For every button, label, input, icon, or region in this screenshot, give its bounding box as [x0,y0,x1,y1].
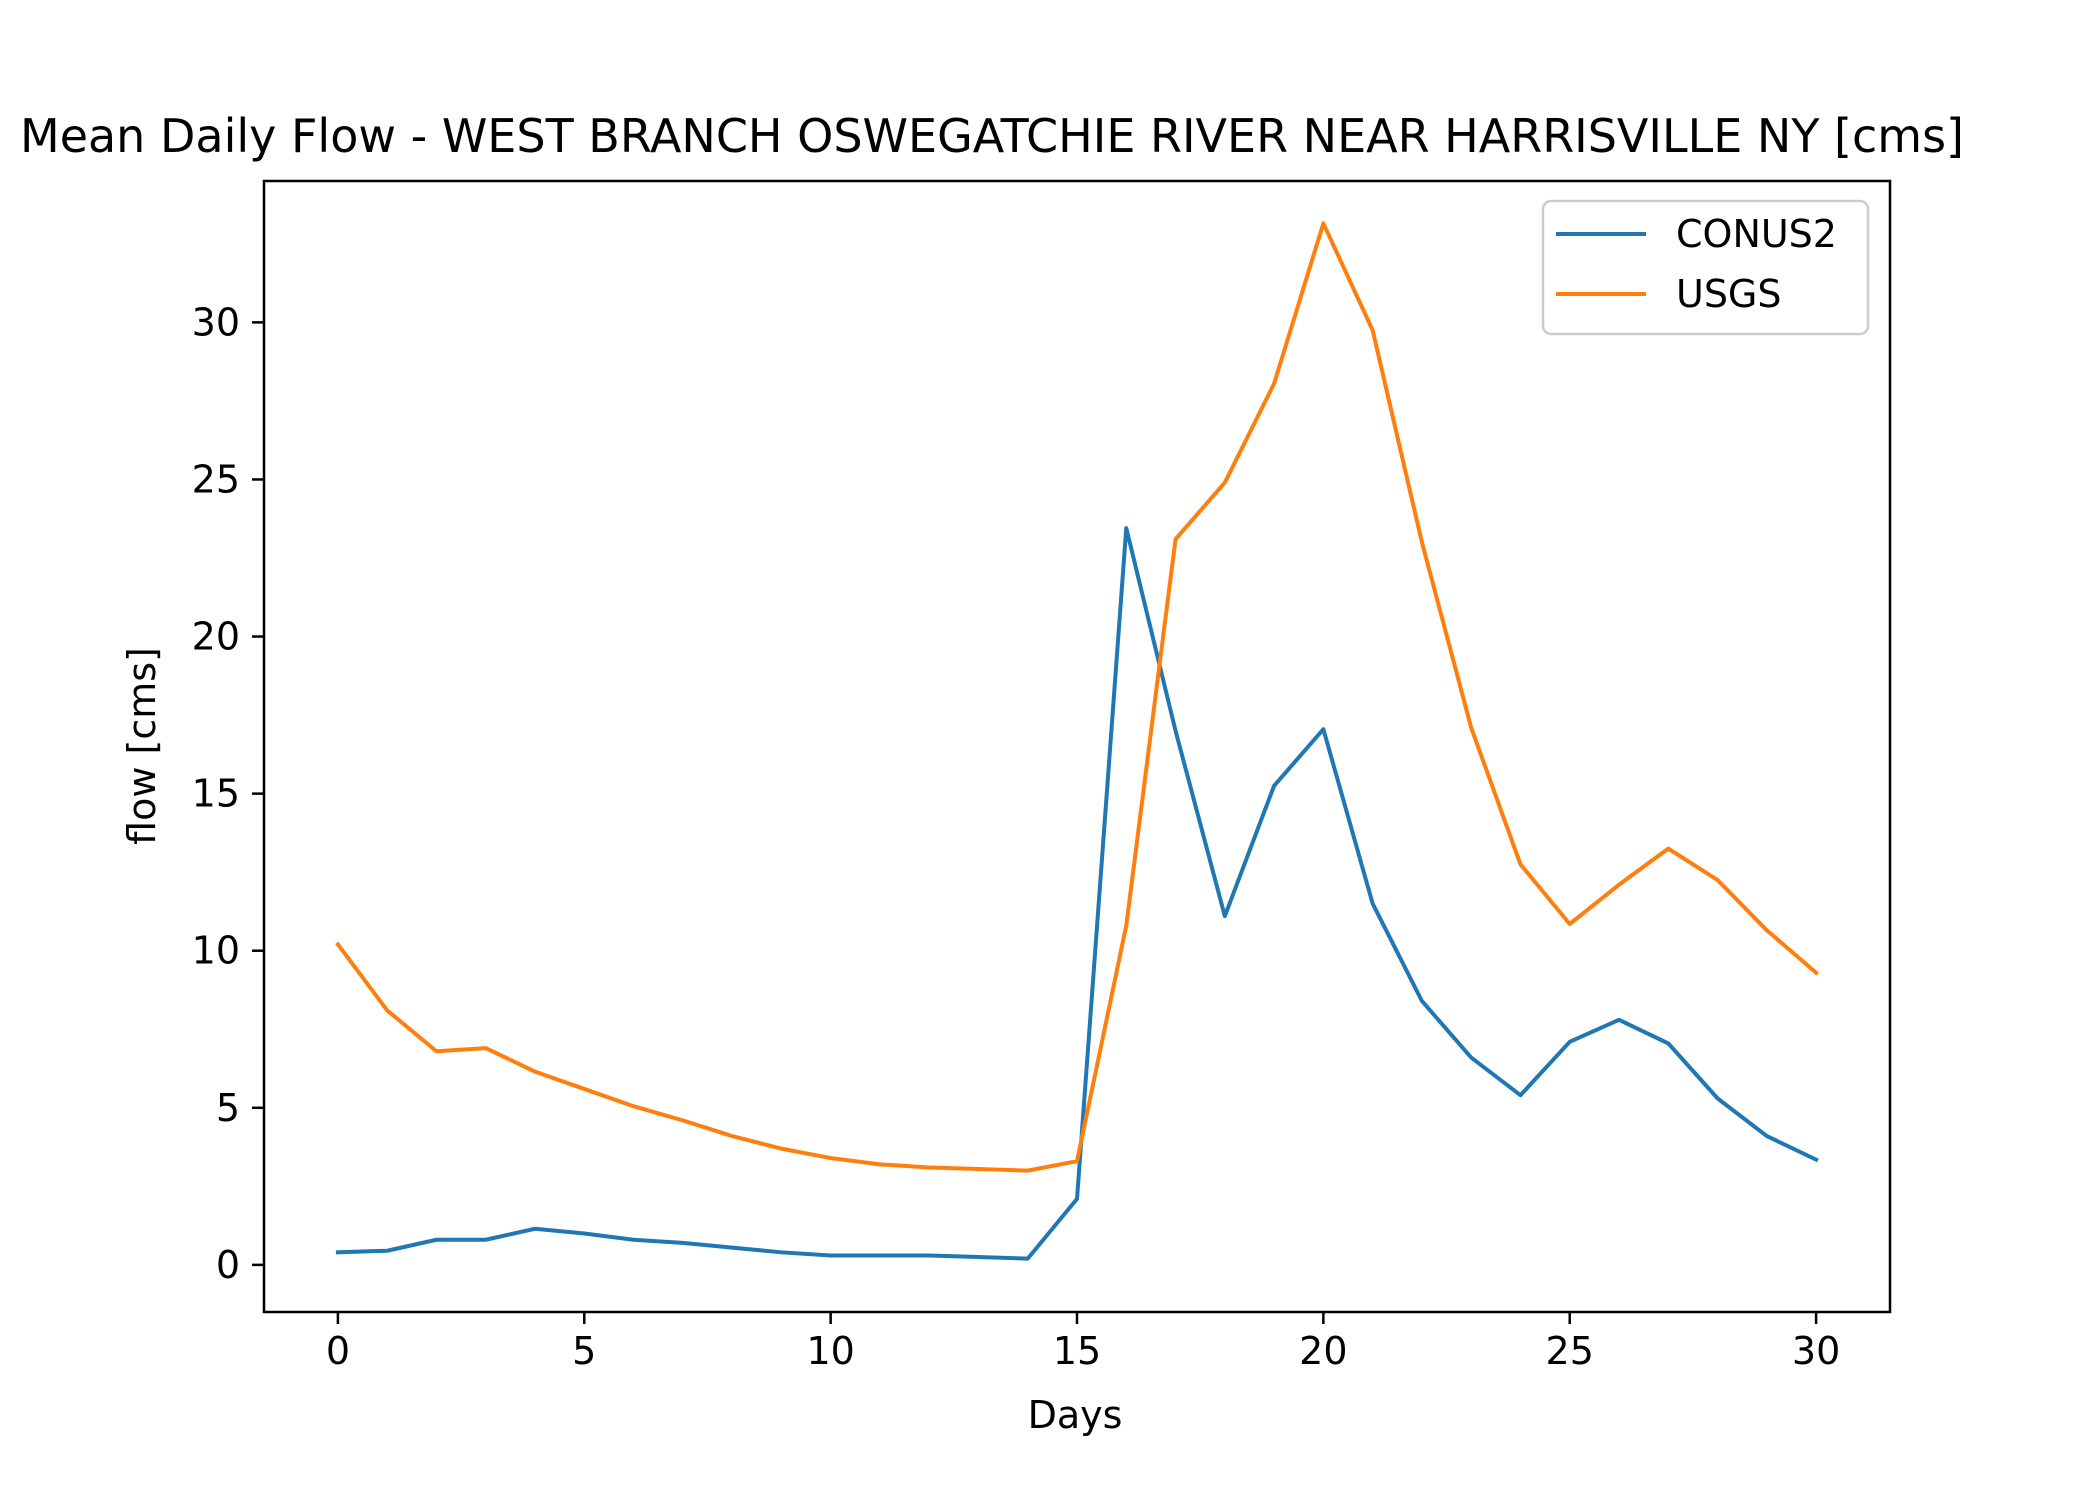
x-tick-label: 20 [1299,1329,1347,1373]
x-tick-label: 25 [1546,1329,1594,1373]
y-tick-label: 15 [192,772,240,816]
legend: CONUS2 USGS [1541,199,1870,336]
y-tick-label: 5 [216,1086,240,1130]
chart-title: Mean Daily Flow - WEST BRANCH OSWEGATCHI… [20,109,1964,163]
y-tick-label: 30 [192,300,240,344]
x-tick-label: 0 [326,1329,350,1373]
series-line-conus2 [335,526,1819,1261]
y-tick-label: 0 [216,1243,240,1287]
x-axis-title: Days [1028,1393,1123,1437]
legend-label-conus2: CONUS2 [1676,212,1837,256]
series-layer [335,221,1819,1261]
series-line-usgs [335,221,1819,1173]
y-tick-label: 20 [192,615,240,659]
x-tick-label: 10 [806,1329,854,1373]
x-axis: 0 5 10 15 20 25 30 [326,1312,1840,1373]
y-tick-label: 25 [192,457,240,501]
x-tick-label: 5 [572,1329,596,1373]
x-tick-label: 15 [1053,1329,1101,1373]
legend-label-usgs: USGS [1676,272,1782,316]
y-axis-title: flow [cms] [120,647,164,845]
y-axis: 0 5 10 15 20 25 30 [192,300,264,1287]
y-tick-label: 10 [192,929,240,973]
x-tick-label: 30 [1792,1329,1840,1373]
